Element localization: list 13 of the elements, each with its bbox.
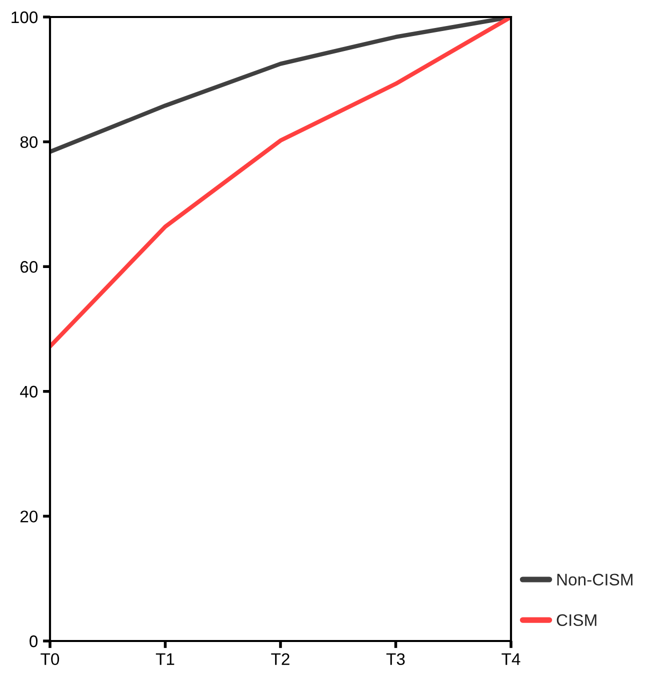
y-tick-label: 80	[20, 136, 38, 148]
y-tick-label: 60	[20, 261, 38, 273]
x-tick-label: T1	[156, 653, 174, 665]
y-tick-label: 20	[20, 510, 38, 522]
x-tick-label: T0	[40, 653, 60, 666]
x-tick-label: T4	[502, 653, 520, 665]
x-tick-label: T3	[386, 653, 405, 666]
y-tick-label: 40	[20, 386, 38, 398]
x-tick-label: T2	[271, 653, 290, 665]
legend-label: CISM	[556, 614, 596, 626]
y-tick-label: 0	[30, 635, 38, 648]
y-tick-label: 100	[12, 11, 38, 24]
legend-label: Non-CISM	[557, 574, 632, 586]
